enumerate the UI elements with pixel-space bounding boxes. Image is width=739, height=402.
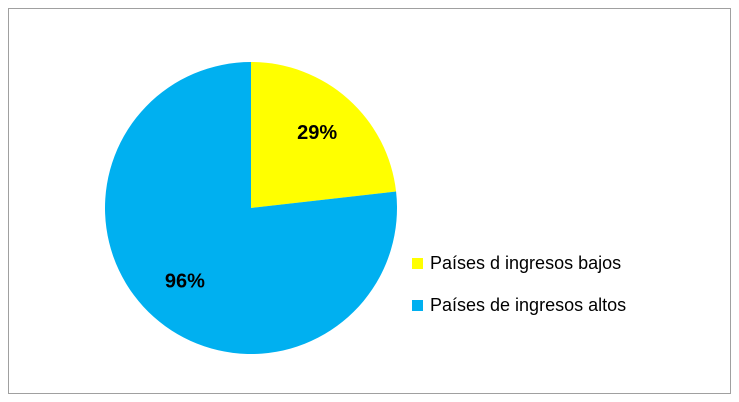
legend-label: Países d ingresos bajos <box>430 253 621 273</box>
legend-swatch <box>412 258 423 269</box>
legend-swatch <box>412 300 423 311</box>
legend-label: Países de ingresos altos <box>430 295 626 315</box>
pie-slice <box>251 62 397 208</box>
pie-slice <box>105 61 398 354</box>
data-label: 96% <box>165 270 205 292</box>
data-label: 29% <box>297 122 337 144</box>
